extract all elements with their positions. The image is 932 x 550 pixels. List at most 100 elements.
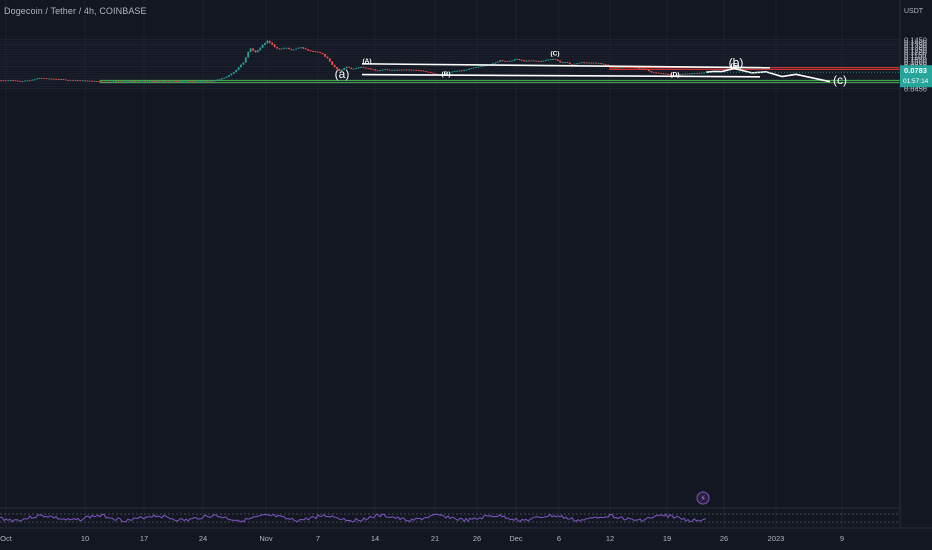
candle-body xyxy=(151,81,154,82)
candle-body xyxy=(84,80,86,82)
candle-body xyxy=(307,49,310,51)
oscillator-line xyxy=(0,513,707,523)
wave-label[interactable]: (a) xyxy=(335,67,350,81)
candle-body xyxy=(331,61,334,65)
candle-body xyxy=(273,44,276,48)
x-tick-label: 26 xyxy=(720,534,728,543)
candle-body xyxy=(676,74,679,76)
x-tick-label: 19 xyxy=(663,534,671,543)
oscillator-label: ⚡ xyxy=(700,494,706,503)
candle-body xyxy=(336,67,338,69)
candle-body xyxy=(400,69,403,71)
candle-body xyxy=(672,75,674,76)
candle-body xyxy=(76,80,79,82)
chart-header: Dogecoin / Tether / 4h, COINBASE xyxy=(4,6,147,16)
candle-body xyxy=(453,71,456,72)
candle-body xyxy=(619,67,622,69)
candle-body xyxy=(158,81,161,82)
candle-body xyxy=(444,73,446,75)
candle-body xyxy=(283,47,286,49)
candle-body xyxy=(470,68,473,69)
candle-body xyxy=(576,63,578,65)
candle-body xyxy=(211,80,214,82)
candle-body xyxy=(256,50,259,53)
candle-body xyxy=(67,80,70,81)
symbol-name[interactable]: Dogecoin / Tether xyxy=(4,6,77,16)
header-separator: / xyxy=(76,6,84,16)
candle-body xyxy=(667,73,670,75)
wave-label[interactable]: (E) xyxy=(731,62,740,69)
candle-body xyxy=(292,49,295,51)
candle-body xyxy=(537,61,540,62)
candle-body xyxy=(108,81,110,83)
candle-body xyxy=(0,80,2,82)
candle-body xyxy=(2,80,5,82)
wave-label[interactable]: (B) xyxy=(441,71,450,78)
candle-body xyxy=(290,49,293,50)
candle-body xyxy=(297,47,300,49)
y-tick-label: 0.1450 xyxy=(904,36,927,45)
candle-body xyxy=(33,79,36,81)
candle-body xyxy=(492,63,494,65)
candle-body xyxy=(225,76,228,78)
candle-body xyxy=(566,62,569,63)
candle-body xyxy=(381,69,384,71)
candle-body xyxy=(14,80,17,82)
alert-bolt-icon[interactable] xyxy=(696,491,710,505)
candle-body xyxy=(480,66,482,68)
triangle-upper-line[interactable] xyxy=(361,63,771,69)
candle-body xyxy=(511,60,514,62)
candle-body xyxy=(194,81,197,83)
candle-body xyxy=(345,66,348,69)
candle-body xyxy=(115,81,118,83)
candle-body xyxy=(55,78,58,80)
wave-label[interactable]: (A) xyxy=(362,58,371,65)
time-axis[interactable]: Oct 10 17 24 Nov 7 14 21 26 Dec 6 12 19 26 2023 9 xyxy=(0,527,932,543)
x-tick-label: 6 xyxy=(557,534,561,543)
candle-body xyxy=(184,81,187,82)
wave-label[interactable]: (b) xyxy=(729,55,744,69)
candle-body xyxy=(588,62,590,64)
candle-body xyxy=(98,81,101,83)
y-tick-label: 0.1250 xyxy=(904,45,927,54)
candle-body xyxy=(168,81,170,83)
candle-body xyxy=(321,52,324,55)
candle-body xyxy=(139,81,142,82)
candle-body xyxy=(117,81,120,83)
candle-body xyxy=(340,69,343,72)
candle-body xyxy=(295,48,298,50)
x-tick-label: 24 xyxy=(199,534,207,543)
x-tick-label: 17 xyxy=(140,534,148,543)
candle-body xyxy=(386,69,389,71)
projection-path[interactable] xyxy=(705,67,831,83)
price-axis[interactable]: USDT 0.14500.14000.13500.13000.12500.1200… xyxy=(706,0,932,528)
wave-label[interactable]: (c) xyxy=(833,73,847,87)
candle-body xyxy=(182,81,185,83)
interval-label[interactable]: 4h xyxy=(83,6,95,16)
candle-body xyxy=(64,79,67,81)
candle-body xyxy=(379,70,382,71)
candle-body xyxy=(28,80,31,82)
candle-body xyxy=(674,75,677,76)
candle-body xyxy=(124,81,127,82)
triangle-lower-line[interactable] xyxy=(361,73,761,78)
candle-body xyxy=(595,62,598,64)
candle-body xyxy=(249,48,252,52)
candle-body xyxy=(328,58,331,62)
candle-body xyxy=(369,68,372,70)
candle-body xyxy=(398,69,401,71)
wave-label[interactable]: (D) xyxy=(670,72,679,79)
bar-countdown: 01:57:14 xyxy=(903,78,929,85)
candle-body xyxy=(129,80,132,82)
wave-overlay: (A) (B) (C) (D) (E) (a) (b) (c) xyxy=(335,51,847,87)
candle-body xyxy=(252,48,254,51)
candle-body xyxy=(652,72,655,74)
candle-body xyxy=(686,73,689,75)
wave-label[interactable]: (C) xyxy=(550,51,559,58)
candle-body xyxy=(247,51,250,58)
candle-body xyxy=(304,48,307,50)
candle-body xyxy=(585,62,588,64)
candle-body xyxy=(163,81,166,82)
candle-body xyxy=(199,81,202,83)
